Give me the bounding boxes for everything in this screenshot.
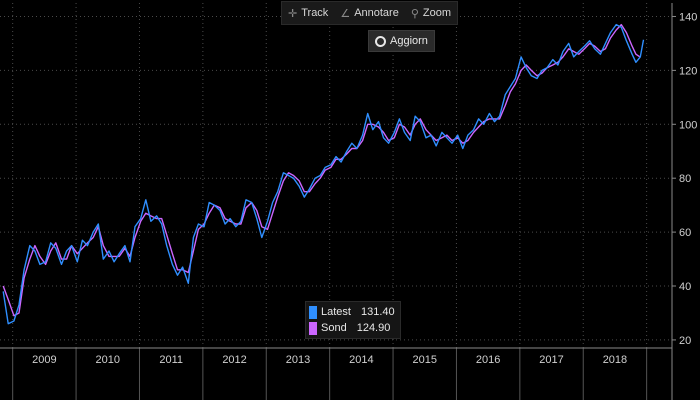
legend-item-latest[interactable]: Latest 131.40 [309,304,395,320]
y-tick-label: 80 [679,173,691,185]
x-tick-label: 2014 [349,354,373,366]
x-tick-label: 2012 [222,354,246,366]
annotate-button[interactable]: ∠ Annotare [334,2,405,24]
legend-label: Sond [321,322,347,334]
legend-value: 131.40 [360,306,395,318]
legend-item-sond[interactable]: Sond 124.90 [309,320,395,336]
y-tick-label: 100 [679,119,697,131]
series-lines [2,23,645,325]
x-tick-label: 2013 [286,354,310,366]
zoom-button[interactable]: ⚲ Zoom [405,2,457,24]
x-tick-label: 2011 [159,354,183,366]
y-tick-label: 40 [679,281,691,293]
y-tick-label: 140 [679,11,697,23]
series-line-sond [2,23,641,317]
y-tick-label: 20 [679,335,691,347]
legend-swatch [309,321,317,335]
x-tick-label: 2015 [413,354,437,366]
chart-legend: Latest 131.40 Sond 124.90 [305,301,401,339]
x-tick-label: 2017 [539,354,563,366]
legend-label: Latest [321,306,351,318]
refresh-label: Aggiorn [390,35,428,47]
x-axis: 2009 2010 2011 2012 2013 2014 2015 2016 2017 2018 [0,347,672,400]
series-line-latest [2,23,645,325]
chart-toolbar: ✛ Track ∠ Annotare ⚲ Zoom [281,1,459,25]
y-axis: 20 40 60 80 100 120 140 [671,3,697,400]
x-tick-label: 2018 [603,354,627,366]
chart-grid [0,3,672,348]
annotate-label: Annotare [354,7,399,19]
legend-swatch [309,305,317,319]
y-tick-label: 60 [679,227,691,239]
x-tick-label: 2009 [32,354,56,366]
pencil-icon: ∠ [340,7,351,20]
y-tick-label: 120 [679,65,697,77]
x-tick-label: 2010 [96,354,120,366]
refresh-icon [375,35,386,47]
magnifier-icon: ⚲ [410,7,419,20]
refresh-button[interactable]: Aggiorn [368,30,435,52]
zoom-label: Zoom [422,7,452,19]
legend-value: 124.90 [356,322,391,334]
crosshair-icon: ✛ [288,7,298,20]
track-button[interactable]: ✛ Track [282,2,334,24]
track-label: Track [301,7,329,19]
x-tick-label: 2016 [476,354,500,366]
